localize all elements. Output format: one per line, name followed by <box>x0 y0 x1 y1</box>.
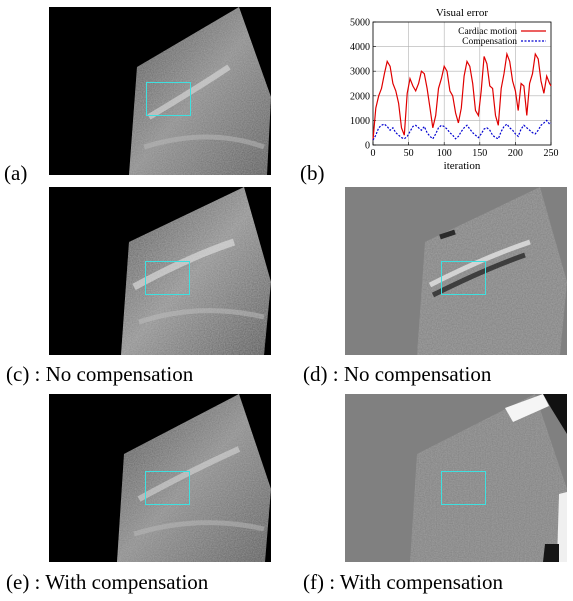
panel-label-b: (b) <box>300 161 325 185</box>
y-tick-label: 3000 <box>350 67 370 78</box>
x-axis-label: iteration <box>444 160 481 172</box>
x-tick-label: 0 <box>371 148 376 159</box>
y-tick-label: 5000 <box>350 18 370 29</box>
panel-label-e: (e) : With compensation <box>6 570 209 594</box>
panel-label-a: (a) <box>4 161 28 185</box>
region-of-interest-box <box>145 471 190 505</box>
x-tick-label: 100 <box>437 148 452 159</box>
legend-label: Compensation <box>462 37 517 47</box>
region-of-interest-box <box>145 261 190 295</box>
region-of-interest-box <box>441 471 486 505</box>
plot-frame <box>372 21 552 146</box>
y-tick-label: 2000 <box>350 91 370 102</box>
ultrasound-image-c <box>49 187 271 355</box>
series-line-1 <box>372 119 552 141</box>
difference-image-d <box>345 187 567 355</box>
x-tick-label: 50 <box>404 148 414 159</box>
y-tick-label: 1000 <box>350 116 370 127</box>
y-tick-label: 4000 <box>350 42 370 53</box>
panel-label-f: (f) : With compensation <box>303 570 503 594</box>
panel-label-d: (d) : No compensation <box>303 362 492 386</box>
legend-label: Cardiac motion <box>458 27 517 37</box>
x-tick-label: 200 <box>508 148 523 159</box>
series-line-0 <box>372 51 552 141</box>
ultrasound-image-e <box>49 394 271 562</box>
region-of-interest-box <box>441 261 486 295</box>
x-tick-label: 250 <box>544 148 559 159</box>
y-tick-label: 0 <box>365 141 370 152</box>
visual-error-chart: 0 50 100 150 200 250 0 1000 2000 3000 4000 5000 Visu… <box>350 7 559 172</box>
panel-label-c: (c) : No compensation <box>6 362 194 386</box>
x-tick-label: 150 <box>472 148 487 159</box>
region-of-interest-box <box>146 82 191 116</box>
chart-title: Visual error <box>436 7 489 19</box>
difference-image-f <box>345 394 567 562</box>
ultrasound-image-a <box>49 7 271 175</box>
